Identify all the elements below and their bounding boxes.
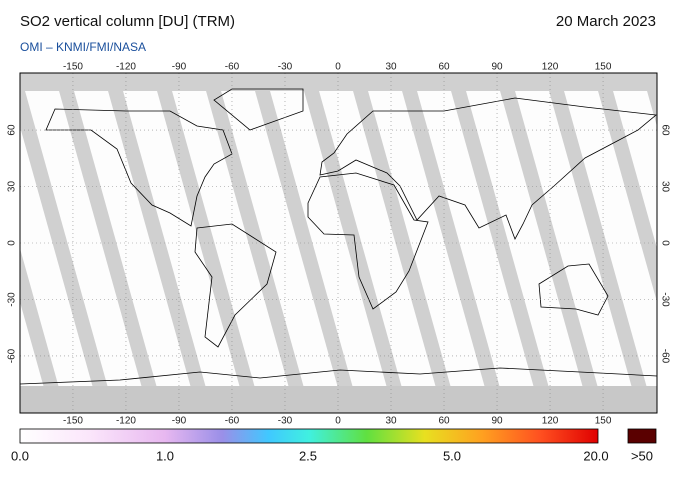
lat-tick-label: 30	[7, 181, 18, 193]
colorbar-label: 20.0	[583, 448, 608, 463]
colorbar-overflow	[627, 428, 657, 444]
orbit-swath	[265, 73, 394, 413]
colorbar	[19, 428, 599, 444]
colorbar-label: 2.5	[299, 448, 317, 463]
lon-tick-label: -120	[116, 416, 136, 427]
lat-tick-label: -30	[7, 292, 18, 307]
orbit-swath	[20, 126, 100, 413]
title: SO2 vertical column [DU] (TRM)	[20, 13, 235, 30]
colorbar-label: 5.0	[443, 448, 461, 463]
lon-tick-label: 0	[335, 62, 341, 73]
lon-tick-label: 150	[595, 62, 612, 73]
orbit-swath	[363, 73, 492, 413]
lon-tick-label: -60	[225, 62, 240, 73]
eurasia	[319, 97, 657, 240]
orbit-swath	[314, 73, 443, 413]
lon-tick-label: 90	[491, 62, 503, 73]
date: 20 March 2023	[556, 13, 656, 30]
lon-tick-label: 0	[335, 416, 341, 427]
lon-tick-label: 120	[542, 416, 559, 427]
orbit-swath	[118, 73, 247, 413]
orbit-swath	[167, 73, 296, 413]
north-america	[45, 108, 233, 227]
colorbar-label: 1.0	[156, 448, 174, 463]
orbit-swath	[608, 73, 657, 249]
source: OMI – KNMI/FMI/NASA	[20, 40, 146, 54]
lat-tick-label: 60	[7, 124, 18, 136]
colorbar-overflow-label: >50	[631, 448, 653, 463]
orbit-swath	[69, 73, 198, 413]
antarctica	[20, 367, 657, 385]
polar-band	[20, 386, 657, 413]
lon-tick-label: -30	[278, 416, 293, 427]
lat-tick-label: -30	[659, 292, 670, 307]
orbit-swath	[0, 73, 2, 413]
greenland	[213, 88, 304, 131]
lon-tick-label: -60	[225, 416, 240, 427]
lat-tick-label: 30	[659, 181, 670, 193]
colorbar-label: 0.0	[11, 448, 29, 463]
lon-tick-label: -30	[278, 62, 293, 73]
map-frame	[19, 72, 658, 414]
lon-tick-label: 150	[595, 416, 612, 427]
lat-tick-label: -60	[659, 349, 670, 364]
graticule: -150 -150 -120 -120 -90 -90 -60 -60 -30 -30 0 0 30 30…	[7, 62, 671, 427]
lon-tick-label: 60	[438, 62, 450, 73]
lon-tick-label: -150	[63, 416, 83, 427]
africa	[307, 172, 429, 310]
orbit-swath	[461, 73, 590, 413]
lon-tick-label: 30	[385, 62, 397, 73]
south-america	[194, 223, 277, 348]
lon-tick-label: 30	[385, 416, 397, 427]
lon-tick-label: 60	[438, 416, 450, 427]
lon-tick-label: 120	[542, 62, 559, 73]
lon-tick-label: -150	[63, 62, 83, 73]
lon-tick-label: -90	[172, 62, 187, 73]
lon-tick-label: -90	[172, 416, 187, 427]
lat-tick-label: 60	[659, 124, 670, 136]
polar-night	[20, 73, 657, 91]
lat-tick-label: 0	[7, 240, 18, 246]
lon-tick-label: 90	[491, 416, 503, 427]
orbit-swath	[510, 73, 639, 413]
lon-tick-label: -120	[116, 62, 136, 73]
lat-tick-label: 0	[659, 240, 670, 246]
orbit-swath	[20, 302, 51, 413]
lat-tick-label: -60	[7, 348, 18, 363]
